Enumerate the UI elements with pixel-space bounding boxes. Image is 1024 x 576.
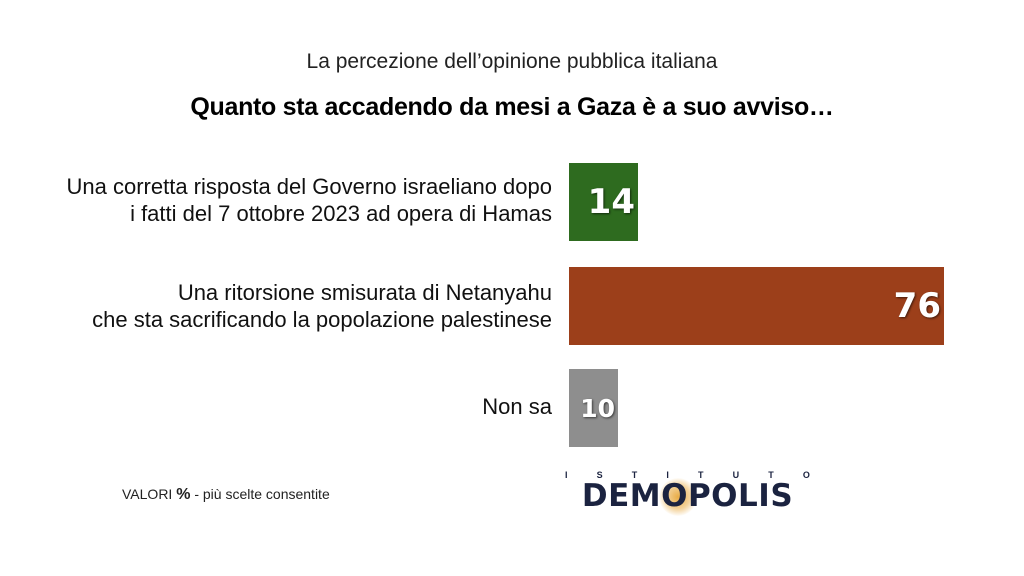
- category-label-line: i fatti del 7 ottobre 2023 ad opera di H…: [130, 201, 552, 226]
- logo-letter: T: [768, 470, 774, 480]
- logo-letter: S: [596, 470, 603, 480]
- logo-name: DEMOPOLIS: [581, 478, 794, 514]
- footnote: VALORI % - più scelte consentite: [122, 486, 330, 504]
- logo-letter: T: [631, 470, 638, 480]
- chart-title: Quanto sta accadendo da mesi a Gaza è a …: [190, 93, 834, 121]
- bar: [569, 163, 638, 241]
- logo-letter: U: [732, 470, 740, 480]
- category-label-line: che sta sacrificando la popolazione pale…: [92, 307, 552, 332]
- category-label-line: Non sa: [482, 394, 552, 419]
- category-label: Una corretta risposta del Governo israel…: [32, 173, 553, 227]
- demopolis-logo: I S T I T U T O DEMOPOLIS: [565, 470, 810, 516]
- category-label-line: Una corretta risposta del Governo israel…: [66, 174, 553, 199]
- category-label: Una ritorsione smisurata di Netanyahu che…: [32, 279, 552, 333]
- footnote-prefix: VALORI: [122, 486, 173, 502]
- logo-glow: [659, 478, 697, 516]
- bar: [569, 267, 944, 345]
- logo-letter: I: [666, 470, 669, 480]
- bar-value-label: 10: [580, 393, 615, 423]
- logo-letter: T: [698, 470, 704, 480]
- bar: [569, 369, 618, 447]
- category-label-line: Una ritorsione smisurata di Netanyahu: [177, 280, 552, 305]
- logo-letter: O: [802, 470, 810, 480]
- bar-value-label: 14: [587, 182, 635, 223]
- chart-subtitle: La percezione dell’opinione pubblica ita…: [306, 50, 718, 73]
- bar-value-label: 76: [893, 286, 941, 327]
- footnote-suffix: - più scelte consentite: [194, 486, 330, 502]
- footnote-symbol: %: [176, 486, 191, 503]
- logo-letter: I: [565, 470, 568, 480]
- category-label: Non sa: [32, 393, 552, 420]
